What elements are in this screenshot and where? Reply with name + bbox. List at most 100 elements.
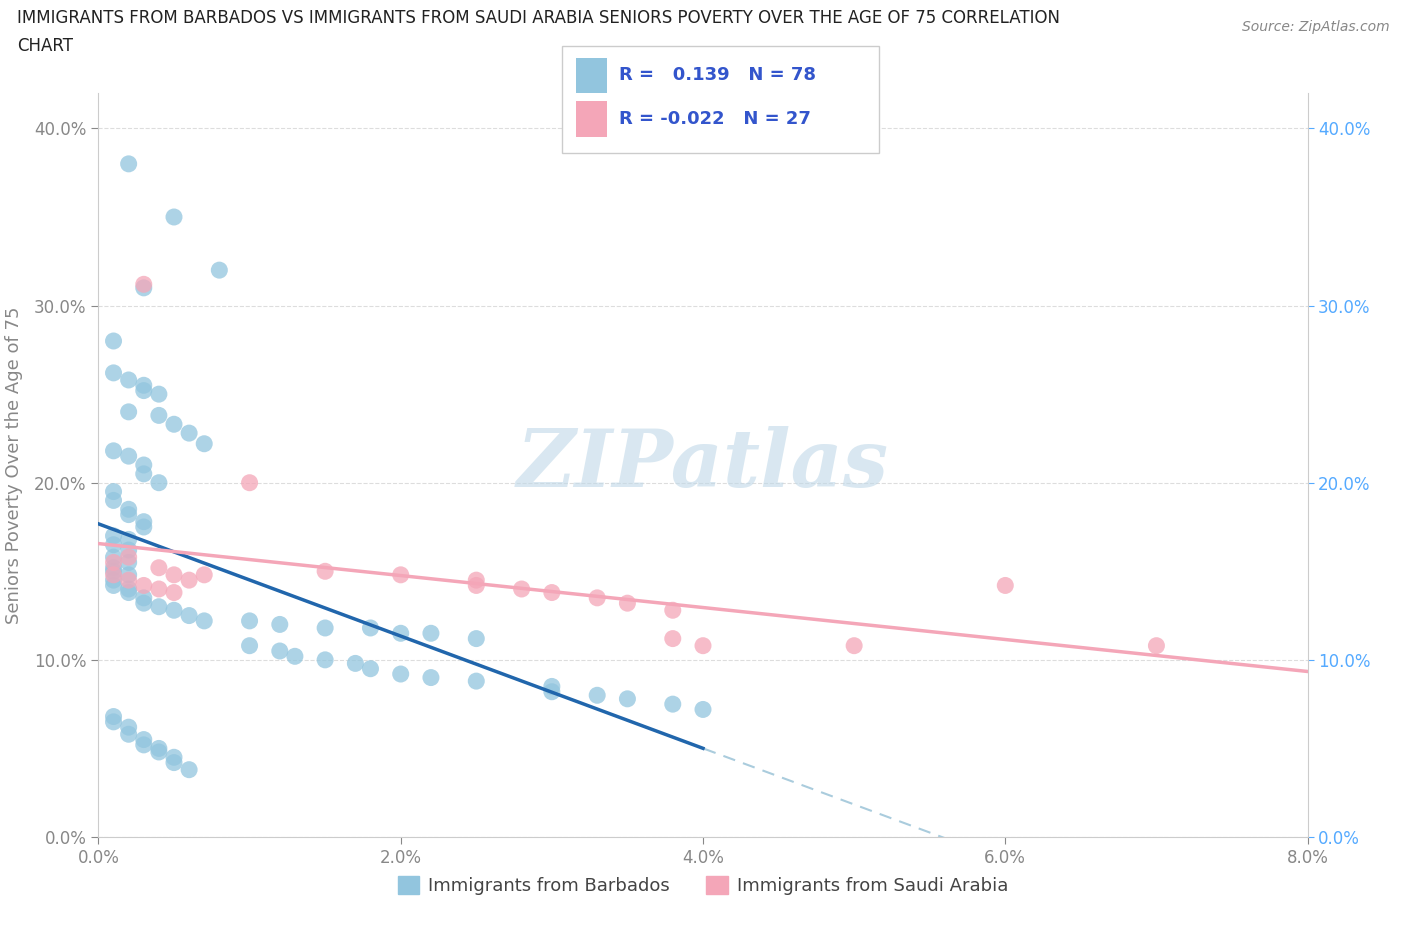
Point [132,383,155,398]
Point [692,638,714,653]
Point [118,567,141,582]
Point [103,444,125,458]
Point [132,520,155,535]
Point [132,596,155,611]
Point [148,581,170,596]
Point [132,281,155,296]
Point [118,532,141,547]
Point [193,567,215,582]
Point [148,475,170,490]
Point [465,573,488,588]
Point [132,467,155,482]
Point [103,555,125,570]
Point [994,578,1017,593]
Point [314,620,336,635]
Point [118,555,141,570]
Point [132,458,155,472]
Point [132,277,155,292]
Point [616,596,638,611]
Point [540,585,562,600]
Point [179,608,201,623]
Point [163,750,186,764]
Point [103,578,125,593]
Point [360,620,382,635]
Y-axis label: Seniors Poverty Over the Age of 75: Seniors Poverty Over the Age of 75 [6,306,22,624]
Point [118,405,141,419]
Point [193,436,215,451]
Text: CHART: CHART [17,37,73,55]
Point [118,727,141,742]
Point [132,514,155,529]
Point [132,578,155,593]
Point [148,387,170,402]
Point [118,448,141,463]
Point [586,591,609,605]
Point [132,732,155,747]
Point [148,408,170,423]
Point [118,720,141,735]
Point [163,417,186,432]
Text: R = -0.022   N = 27: R = -0.022 N = 27 [619,110,810,128]
Text: R =   0.139   N = 78: R = 0.139 N = 78 [619,66,815,85]
Point [103,560,125,575]
Text: IMMIGRANTS FROM BARBADOS VS IMMIGRANTS FROM SAUDI ARABIA SENIORS POVERTY OVER TH: IMMIGRANTS FROM BARBADOS VS IMMIGRANTS F… [17,9,1060,27]
Point [148,741,170,756]
Point [179,426,201,441]
Text: Source: ZipAtlas.com: Source: ZipAtlas.com [1241,20,1389,34]
Point [163,603,186,618]
Point [465,631,488,646]
Point [616,691,638,706]
Point [148,745,170,760]
Point [284,649,307,664]
Point [389,667,412,682]
Point [389,626,412,641]
Point [586,688,609,703]
Point [103,538,125,552]
Point [132,737,155,752]
Point [103,567,125,582]
Point [132,378,155,392]
Point [179,573,201,588]
Point [118,585,141,600]
Point [510,581,533,596]
Point [465,673,488,688]
Point [420,626,443,641]
Point [103,485,125,499]
Point [148,560,170,575]
Point [360,661,382,676]
Point [103,550,125,565]
Point [269,617,291,631]
Point [239,475,262,490]
Point [103,709,125,724]
Point [540,684,562,699]
Point [163,567,186,582]
Point [118,502,141,517]
Point [269,644,291,658]
Point [103,714,125,729]
Point [103,493,125,508]
Point [132,591,155,605]
Point [118,581,141,596]
Point [179,763,201,777]
Point [844,638,866,653]
Point [389,567,412,582]
Point [661,697,683,711]
Point [661,603,683,618]
Point [314,564,336,578]
Point [103,334,125,349]
Point [465,578,488,593]
Point [344,656,367,671]
Point [420,671,443,685]
Point [103,365,125,380]
Point [103,564,125,578]
Point [163,755,186,770]
Point [692,702,714,717]
Text: ZIPatlas: ZIPatlas [517,426,889,504]
Point [163,209,186,224]
Point [103,573,125,588]
Point [118,550,141,565]
Point [239,638,262,653]
Point [1146,638,1168,653]
Point [148,599,170,614]
Point [314,653,336,668]
